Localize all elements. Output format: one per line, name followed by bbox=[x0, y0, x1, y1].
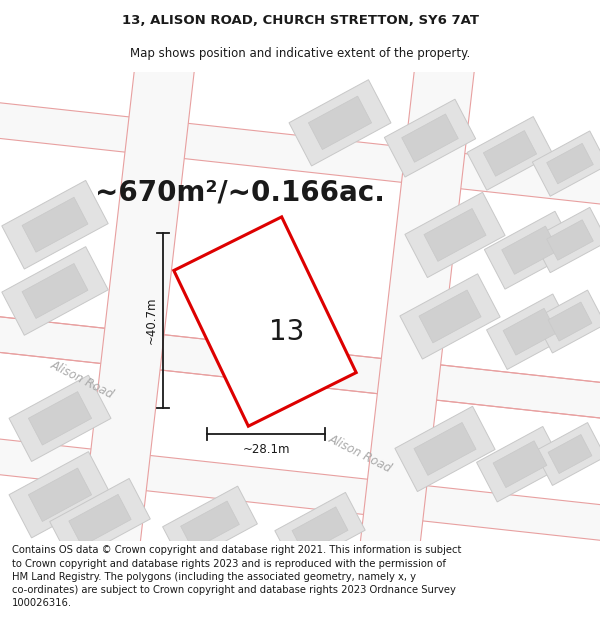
Polygon shape bbox=[289, 80, 391, 166]
Polygon shape bbox=[476, 426, 563, 502]
Polygon shape bbox=[9, 375, 111, 461]
Text: ~40.7m: ~40.7m bbox=[145, 297, 157, 344]
Polygon shape bbox=[275, 492, 365, 569]
Polygon shape bbox=[292, 507, 348, 554]
Text: Map shows position and indicative extent of the property.: Map shows position and indicative extent… bbox=[130, 48, 470, 61]
Polygon shape bbox=[532, 208, 600, 272]
Polygon shape bbox=[50, 479, 150, 562]
Polygon shape bbox=[532, 131, 600, 196]
Polygon shape bbox=[0, 98, 600, 209]
Polygon shape bbox=[547, 220, 593, 260]
Polygon shape bbox=[174, 217, 356, 426]
Polygon shape bbox=[350, 21, 480, 625]
Polygon shape bbox=[400, 274, 500, 359]
Polygon shape bbox=[414, 422, 476, 476]
Polygon shape bbox=[535, 290, 600, 353]
Polygon shape bbox=[308, 96, 371, 149]
Polygon shape bbox=[2, 247, 108, 335]
Polygon shape bbox=[28, 392, 92, 445]
Polygon shape bbox=[424, 209, 486, 261]
Text: Alison Road: Alison Road bbox=[48, 358, 116, 401]
Polygon shape bbox=[0, 434, 600, 546]
Polygon shape bbox=[548, 302, 592, 341]
Polygon shape bbox=[9, 452, 111, 538]
Polygon shape bbox=[547, 143, 593, 184]
Polygon shape bbox=[28, 468, 92, 521]
Polygon shape bbox=[395, 406, 495, 491]
Text: ~28.1m: ~28.1m bbox=[242, 443, 290, 456]
Polygon shape bbox=[467, 116, 553, 190]
Polygon shape bbox=[487, 294, 574, 369]
Polygon shape bbox=[535, 422, 600, 486]
Polygon shape bbox=[22, 198, 88, 252]
Polygon shape bbox=[484, 131, 536, 176]
Polygon shape bbox=[0, 311, 600, 424]
Polygon shape bbox=[493, 441, 547, 488]
Polygon shape bbox=[22, 264, 88, 319]
Polygon shape bbox=[405, 192, 505, 278]
Polygon shape bbox=[70, 21, 200, 625]
Polygon shape bbox=[419, 290, 481, 343]
Polygon shape bbox=[503, 308, 557, 355]
Polygon shape bbox=[2, 181, 108, 269]
Polygon shape bbox=[69, 494, 131, 546]
Polygon shape bbox=[181, 501, 239, 549]
Text: Alison Road: Alison Road bbox=[326, 432, 394, 476]
Text: ~670m²/~0.166ac.: ~670m²/~0.166ac. bbox=[95, 178, 385, 206]
Text: 13: 13 bbox=[269, 318, 305, 346]
Polygon shape bbox=[163, 486, 257, 564]
Text: Contains OS data © Crown copyright and database right 2021. This information is : Contains OS data © Crown copyright and d… bbox=[12, 545, 461, 608]
Polygon shape bbox=[548, 434, 592, 474]
Polygon shape bbox=[502, 226, 559, 274]
Polygon shape bbox=[484, 211, 575, 289]
Polygon shape bbox=[385, 99, 476, 177]
Text: 13, ALISON ROAD, CHURCH STRETTON, SY6 7AT: 13, ALISON ROAD, CHURCH STRETTON, SY6 7A… bbox=[121, 14, 479, 27]
Polygon shape bbox=[401, 114, 458, 162]
